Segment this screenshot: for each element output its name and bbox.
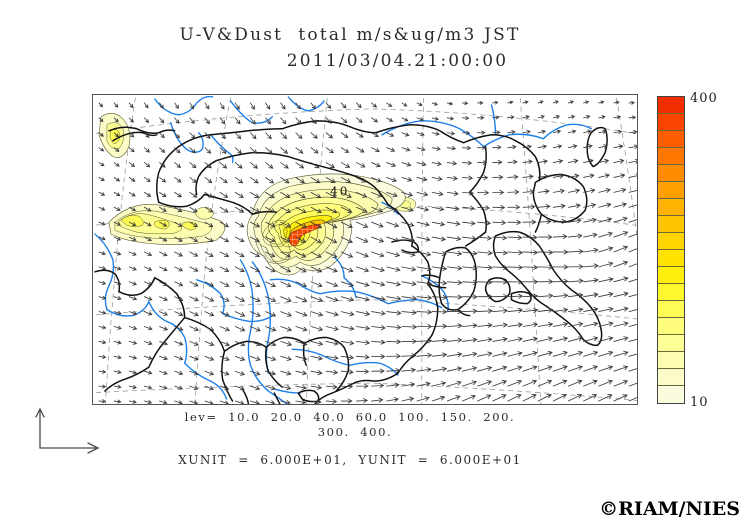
colorbar-band (658, 249, 684, 267)
map-plot-area: 40 (92, 94, 638, 405)
colorbar-band (658, 283, 684, 301)
attribution-credit: ©RIAM/NIES (599, 498, 740, 520)
colorbar-band (658, 351, 684, 369)
colorbar-band (658, 300, 684, 318)
colorbar-band (658, 385, 684, 403)
colorbar-band (658, 130, 684, 148)
colorbar-band (658, 97, 684, 114)
colorbar-band (658, 113, 684, 131)
reference-vector-x-arrowhead (87, 442, 100, 454)
map-background (93, 95, 637, 404)
wind-vector-field (98, 100, 637, 404)
reference-vector-key (35, 407, 100, 454)
colorbar-band (658, 266, 684, 284)
colorbar-band (658, 334, 684, 352)
reference-vector-y-arrowhead (35, 407, 45, 418)
levels-line-1: lev= 10.0 20.0 40.0 60.0 100. 150. 200. (184, 410, 516, 424)
colorbar-band (658, 317, 684, 335)
colorbar-band (658, 368, 684, 386)
title-line-timestamp: 2011/03/04.21:00:00 (286, 51, 509, 71)
colorbar-min-label: 10 (690, 395, 709, 410)
title-line-variable: U-V&Dust total m/s&ug/m3 JST (179, 25, 521, 45)
colorbar (657, 96, 685, 404)
colorbar-band (658, 198, 684, 216)
colorbar-max-label: 400 (690, 91, 718, 106)
chart-title: U-V&Dust total m/s&ug/m3 JST 2011/03/04.… (0, 22, 700, 74)
colorbar-band (658, 181, 684, 199)
map-svg: 40 (93, 95, 637, 404)
colorbar-band (658, 215, 684, 233)
axis-unit-label: XUNIT = 6.000E+01, YUNIT = 6.000E+01 (178, 453, 522, 467)
colorbar-band (658, 164, 684, 182)
colorbar-band (658, 147, 684, 165)
colorbar-band (658, 232, 684, 250)
dust-plume-northwest (98, 113, 131, 158)
contour-levels-legend: lev= 10.0 20.0 40.0 60.0 100. 150. 200. … (0, 410, 700, 440)
levels-line-2: 300. 400. (317, 425, 393, 439)
